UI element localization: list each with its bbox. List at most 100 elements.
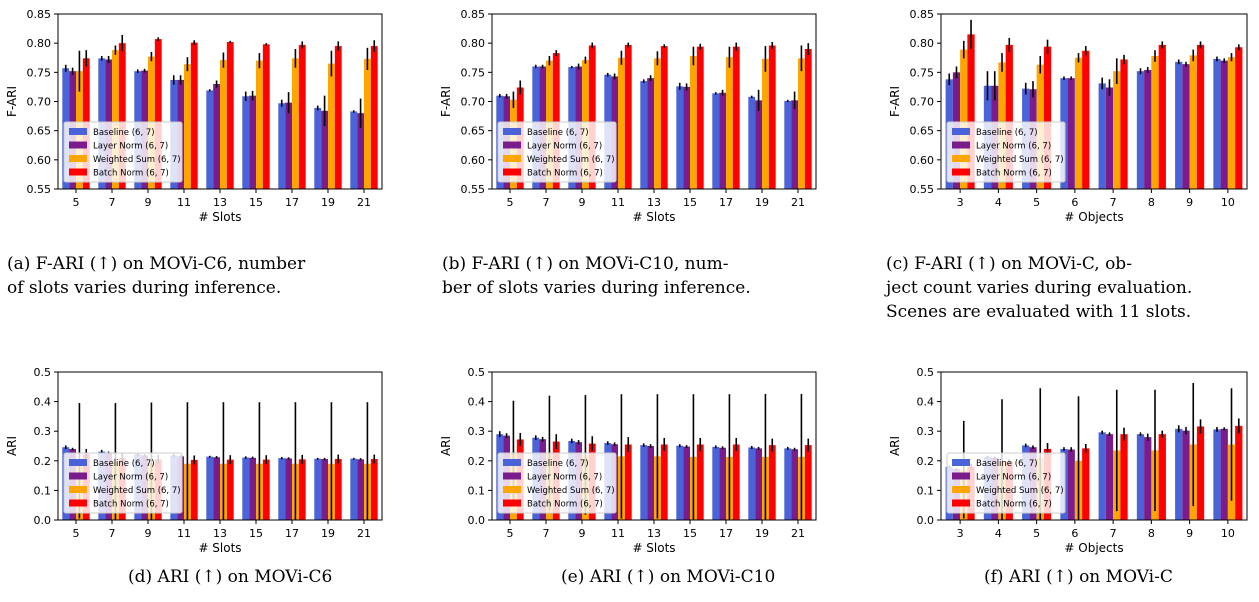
- x-tick-label: 5: [73, 196, 80, 209]
- bar-weighted-sum: [220, 60, 227, 190]
- bar-batch-norm: [804, 445, 812, 520]
- x-tick-label: 21: [791, 527, 805, 540]
- bar-batch-norm: [696, 46, 704, 189]
- y-tick-label: 0.4: [34, 396, 52, 409]
- legend-swatch-layer-norm: [69, 472, 87, 480]
- bar-baseline: [748, 96, 756, 189]
- bar-layer-norm: [755, 448, 762, 520]
- bar-batch-norm: [1235, 47, 1243, 189]
- bar-layer-norm: [791, 100, 798, 189]
- legend-swatch-batch-norm: [503, 499, 521, 507]
- bar-batch-norm: [732, 444, 740, 520]
- bar-batch-norm: [732, 46, 740, 189]
- legend-entry-baseline: Baseline (6, 7): [527, 459, 589, 469]
- bar-batch-norm: [226, 42, 234, 189]
- x-tick-label: 5: [1033, 196, 1040, 209]
- y-tick-label: 0.1: [34, 484, 52, 497]
- bar-batch-norm: [370, 46, 378, 190]
- bar-weighted-sum: [1074, 57, 1083, 189]
- bar-layer-norm: [1220, 428, 1228, 520]
- bar-weighted-sum: [1151, 56, 1159, 189]
- x-tick-label: 5: [73, 527, 80, 540]
- legend-entry-weighted-sum: Weighted Sum (6, 7): [976, 486, 1064, 496]
- legend: Baseline (6, 7) Layer Norm (6, 7) Weighted…: [497, 121, 617, 183]
- bar-weighted-sum: [328, 63, 335, 190]
- bar-layer-norm: [647, 78, 654, 189]
- bar-batch-norm: [190, 459, 198, 520]
- y-tick-label: 0.75: [910, 66, 935, 79]
- legend-swatch-baseline: [952, 459, 970, 466]
- bar-weighted-sum: [112, 50, 119, 189]
- legend-swatch-layer-norm: [69, 141, 87, 149]
- x-tick-label: 11: [177, 527, 191, 540]
- bar-weighted-sum: [292, 58, 299, 190]
- y-tick-label: 0.2: [917, 455, 935, 468]
- caption-line: (a) F-ARI (↑) on MOVi-C6, number: [7, 254, 306, 274]
- x-tick-label: 9: [1186, 196, 1193, 209]
- bar-layer-norm: [321, 110, 328, 189]
- legend: Baseline (6, 7) Layer Norm (6, 7) Weighted…: [497, 452, 617, 514]
- x-tick-label: 15: [683, 196, 697, 209]
- x-tick-label: 19: [755, 196, 769, 209]
- bar-baseline: [206, 456, 214, 520]
- y-tick-label: 0.70: [461, 96, 486, 109]
- bar-batch-norm: [624, 44, 632, 189]
- legend: Baseline (6, 7) Layer Norm (6, 7) Weighted…: [63, 121, 183, 183]
- legend-entry-batch-norm: Batch Norm (6, 7): [976, 169, 1052, 179]
- x-axis-label: # Slots: [198, 541, 241, 555]
- x-tick-label: 13: [213, 527, 227, 540]
- bar-batch-norm: [552, 53, 560, 190]
- y-tick-label: 0.85: [27, 8, 52, 21]
- bar-weighted-sum: [364, 58, 371, 189]
- caption-line: (b) F-ARI (↑) on MOVi-C10, num-: [442, 254, 728, 274]
- legend-entry-baseline: Baseline (6, 7): [976, 459, 1038, 469]
- bar-layer-norm: [719, 447, 726, 520]
- legend-entry-batch-norm: Batch Norm (6, 7): [93, 169, 169, 179]
- legend-swatch-weighted-sum: [503, 155, 521, 162]
- chart-panel-4: 0.0 0.1 0.2 0.3 0.4 0.5 5 7 9 11 13 15 17 19 21 # Slots…: [5, 366, 383, 587]
- legend-entry-layer-norm: Layer Norm (6, 7): [527, 473, 602, 483]
- x-tick-label: 5: [1033, 527, 1040, 540]
- bar-batch-norm: [1196, 426, 1205, 520]
- caption-line: ject count varies during evaluation.: [884, 278, 1192, 298]
- y-axis-label: F-ARI: [439, 86, 453, 117]
- bar-batch-norm: [967, 34, 975, 189]
- y-tick-label: 0.2: [468, 455, 486, 468]
- chart-panel-5: 0.0 0.1 0.2 0.3 0.4 0.5 5 7 9 11 13 15 17 19 21 # Slots…: [439, 366, 817, 587]
- y-tick-label: 0.65: [910, 125, 935, 138]
- legend: Baseline (6, 7) Layer Norm (6, 7) Weighted…: [63, 452, 183, 514]
- bar-baseline: [1136, 71, 1145, 189]
- y-tick-label: 0.4: [468, 396, 486, 409]
- legend-entry-weighted-sum: Weighted Sum (6, 7): [93, 155, 181, 165]
- x-tick-label: 19: [321, 527, 335, 540]
- legend-swatch-baseline: [503, 459, 521, 466]
- bar-batch-norm: [298, 44, 306, 189]
- legend-swatch-weighted-sum: [952, 486, 970, 493]
- caption-line: (d) ARI (↑) on MOVi-C6: [128, 567, 332, 587]
- x-tick-label: 17: [285, 527, 299, 540]
- bar-layer-norm: [1144, 437, 1152, 520]
- x-tick-label: 19: [755, 527, 769, 540]
- bar-baseline: [314, 458, 322, 520]
- bar-baseline: [640, 81, 648, 189]
- bar-weighted-sum: [1227, 57, 1236, 189]
- bar-baseline: [1098, 432, 1106, 520]
- caption-line: (c) F-ARI (↑) on MOVi-C, ob-: [886, 254, 1132, 274]
- legend-entry-layer-norm: Layer Norm (6, 7): [976, 473, 1051, 483]
- y-tick-label: 0.60: [27, 154, 52, 167]
- bar-batch-norm: [1196, 44, 1205, 189]
- legend-swatch-layer-norm: [503, 141, 521, 149]
- bar-layer-norm: [1105, 434, 1114, 520]
- legend-swatch-baseline: [69, 128, 87, 135]
- legend-swatch-weighted-sum: [69, 155, 87, 162]
- y-tick-label: 0.70: [910, 96, 935, 109]
- y-tick-label: 0.75: [461, 66, 486, 79]
- y-axis-label: ARI: [5, 436, 19, 456]
- bar-weighted-sum: [798, 58, 805, 190]
- legend-swatch-batch-norm: [69, 499, 87, 507]
- bar-baseline: [784, 448, 792, 520]
- x-tick-label: 17: [719, 196, 733, 209]
- y-tick-label: 0.80: [910, 37, 935, 50]
- bar-batch-norm: [588, 45, 596, 189]
- bar-batch-norm: [190, 42, 198, 190]
